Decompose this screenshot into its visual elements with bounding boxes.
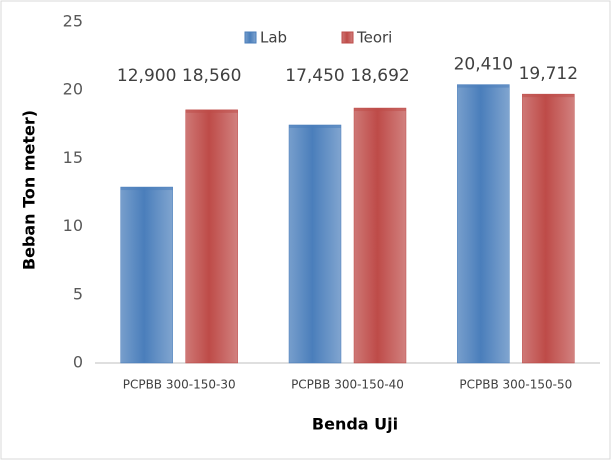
y-tick-label: 5 — [73, 284, 83, 303]
bar-base — [522, 94, 575, 98]
legend-label: Lab — [260, 29, 287, 47]
bar — [120, 186, 173, 364]
y-tick-label: 15 — [63, 148, 83, 167]
x-axis-title: Benda Uji — [312, 415, 398, 434]
legend-swatch — [341, 31, 354, 44]
legend-label: Teori — [356, 29, 392, 47]
bar — [353, 107, 407, 364]
y-tick-label: 25 — [63, 12, 83, 31]
x-tick-label: PCPBB 300-150-50 — [459, 378, 572, 392]
value-label: 18,692 — [350, 66, 409, 86]
bar — [185, 109, 238, 364]
x-tick-label: PCPBB 300-150-30 — [123, 378, 236, 392]
value-label: 12,900 — [117, 66, 176, 86]
bar — [457, 84, 510, 364]
y-tick-label: 20 — [63, 80, 83, 99]
x-tick-label: PCPBB 300-150-40 — [291, 378, 404, 392]
bar — [522, 93, 575, 364]
value-label: 19,712 — [519, 64, 578, 84]
legend-swatch — [244, 31, 257, 44]
bar-base — [185, 109, 238, 113]
value-label: 17,450 — [285, 66, 344, 86]
bar-base — [120, 187, 173, 191]
bar-base — [457, 84, 510, 88]
y-axis-title: Beban Ton meter) — [20, 110, 39, 270]
bar-base — [354, 108, 406, 112]
bar-base — [289, 124, 341, 128]
bar — [288, 124, 342, 364]
y-tick-label: 0 — [73, 353, 83, 372]
value-label: 20,410 — [454, 55, 513, 75]
y-tick-label: 10 — [63, 216, 83, 235]
value-label: 18,560 — [182, 66, 241, 86]
